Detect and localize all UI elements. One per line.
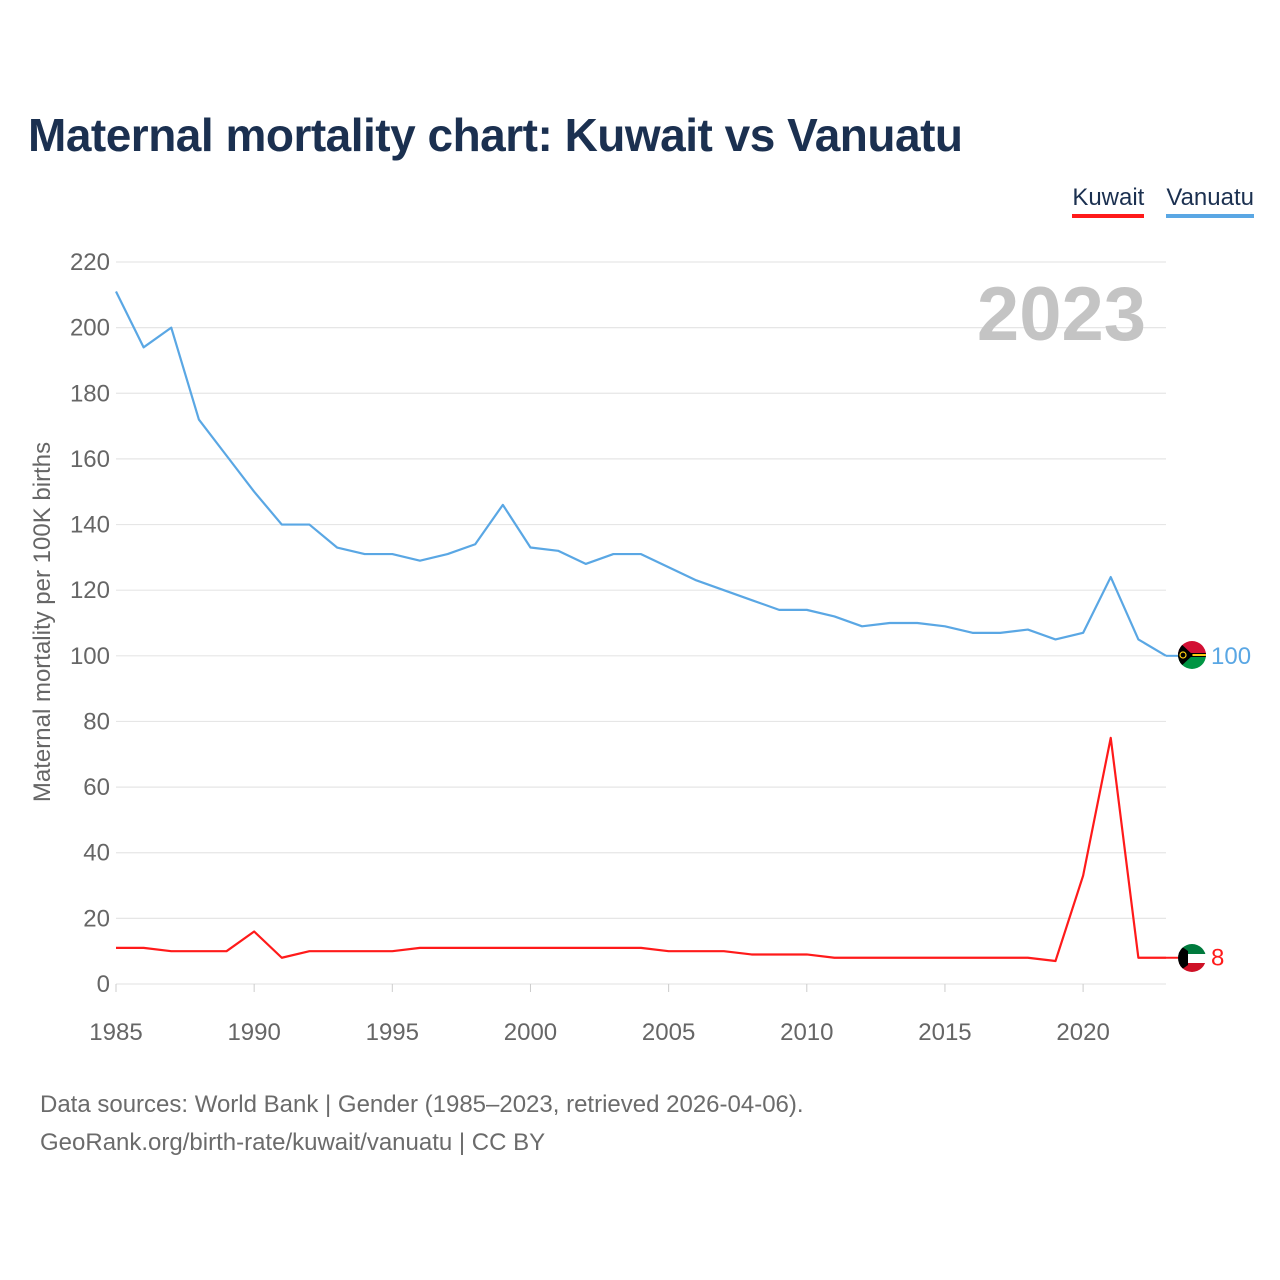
x-tick-label: 2005 [642, 1019, 695, 1046]
legend-kuwait[interactable]: Kuwait [1072, 184, 1145, 218]
y-tick-label: 60 [83, 774, 110, 801]
y-tick-label: 0 [97, 971, 110, 998]
x-tick-label: 1990 [227, 1019, 280, 1046]
y-tick-label: 40 [83, 840, 110, 867]
y-axis-ticks: 0 20 40 60 80 100 120 140 160 180 200 220 [70, 249, 110, 998]
chart-title: Maternal mortality chart: Kuwait vs Vanu… [28, 109, 963, 161]
end-value-label-vanuatu: 100 [1211, 643, 1251, 670]
x-tick-label: 2015 [918, 1019, 971, 1046]
y-tick-label: 80 [83, 708, 110, 735]
kuwait-flag-icon [1178, 944, 1206, 972]
y-tick-label: 120 [70, 577, 110, 604]
source-url[interactable]: GeoRank.org/birth-rate/kuwait/vanuatu | … [40, 1129, 546, 1156]
legend: Kuwait Vanuatu [1072, 184, 1254, 218]
end-value-label-kuwait: 8 [1211, 945, 1224, 972]
y-tick-label: 180 [70, 380, 110, 407]
x-tick-label: 1985 [89, 1019, 142, 1046]
y-tick-label: 20 [83, 905, 110, 932]
grid-lines [116, 261, 1166, 985]
y-tick-label: 220 [70, 249, 110, 276]
x-axis-ticks: 1985 1990 1995 2000 2005 2010 2015 2020 [89, 984, 1110, 1046]
vanuatu-flag-icon [1178, 641, 1206, 669]
year-watermark: 2023 [977, 272, 1146, 357]
series-line-vanuatu[interactable] [115, 291, 1167, 657]
x-tick-label: 2020 [1056, 1019, 1109, 1046]
y-tick-label: 160 [70, 446, 110, 473]
footer: Data sources: World Bank | Gender (1985–… [40, 1086, 804, 1162]
data-source-note: Data sources: World Bank | Gender (1985–… [40, 1091, 804, 1118]
legend-vanuatu[interactable]: Vanuatu [1166, 184, 1254, 218]
y-tick-label: 100 [70, 643, 110, 670]
x-tick-label: 2010 [780, 1019, 833, 1046]
series-line-kuwait[interactable] [116, 736, 1166, 963]
y-axis-label: Maternal mortality per 100K births [29, 442, 56, 802]
y-tick-label: 140 [70, 512, 110, 539]
y-tick-label: 200 [70, 315, 110, 342]
x-tick-label: 2000 [504, 1019, 557, 1046]
x-tick-label: 1995 [366, 1019, 419, 1046]
